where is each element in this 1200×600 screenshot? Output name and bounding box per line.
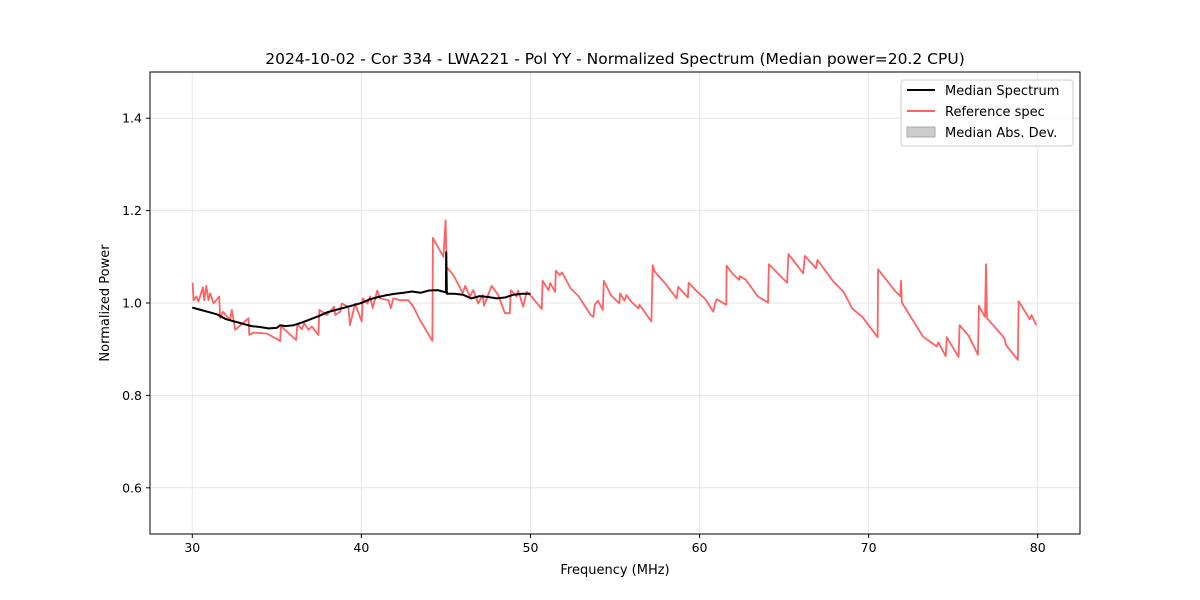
x-tick-label: 50 bbox=[523, 540, 539, 555]
median-spectrum-line bbox=[192, 251, 531, 330]
y-tick-label: 1.4 bbox=[122, 111, 142, 126]
legend-mad-label: Median Abs. Dev. bbox=[945, 126, 1057, 141]
x-tick-label: 30 bbox=[184, 540, 200, 555]
y-tick-label: 1.2 bbox=[122, 203, 142, 218]
x-tick-label: 40 bbox=[353, 540, 369, 555]
x-tick-label: 60 bbox=[692, 540, 708, 555]
legend-median-label: Median Spectrum bbox=[945, 84, 1059, 99]
y-tick-label: 0.6 bbox=[122, 480, 142, 495]
chart-title: 2024-10-02 - Cor 334 - LWA221 - Pol YY -… bbox=[265, 50, 965, 68]
reference-spectrum-line bbox=[191, 219, 1038, 361]
x-tick-label: 70 bbox=[861, 540, 877, 555]
legend-mad-swatch bbox=[906, 126, 936, 138]
x-tick-label: 80 bbox=[1030, 540, 1046, 555]
axis-ticks: 30 40 50 60 70 80 0.6 0.8 1.0 1.2 1.4 bbox=[122, 111, 1046, 555]
plot-lines bbox=[191, 219, 1038, 361]
x-axis-label: Frequency (MHz) bbox=[560, 563, 669, 578]
legend-reference-label: Reference spec bbox=[945, 105, 1045, 120]
y-tick-label: 0.8 bbox=[122, 388, 142, 403]
y-axis-label: Normalized Power bbox=[98, 244, 113, 362]
grid bbox=[150, 72, 1080, 534]
legend: Median Spectrum Reference spec Median Ab… bbox=[900, 79, 1074, 147]
y-tick-label: 1.0 bbox=[122, 296, 142, 311]
legend-box bbox=[900, 79, 1074, 147]
